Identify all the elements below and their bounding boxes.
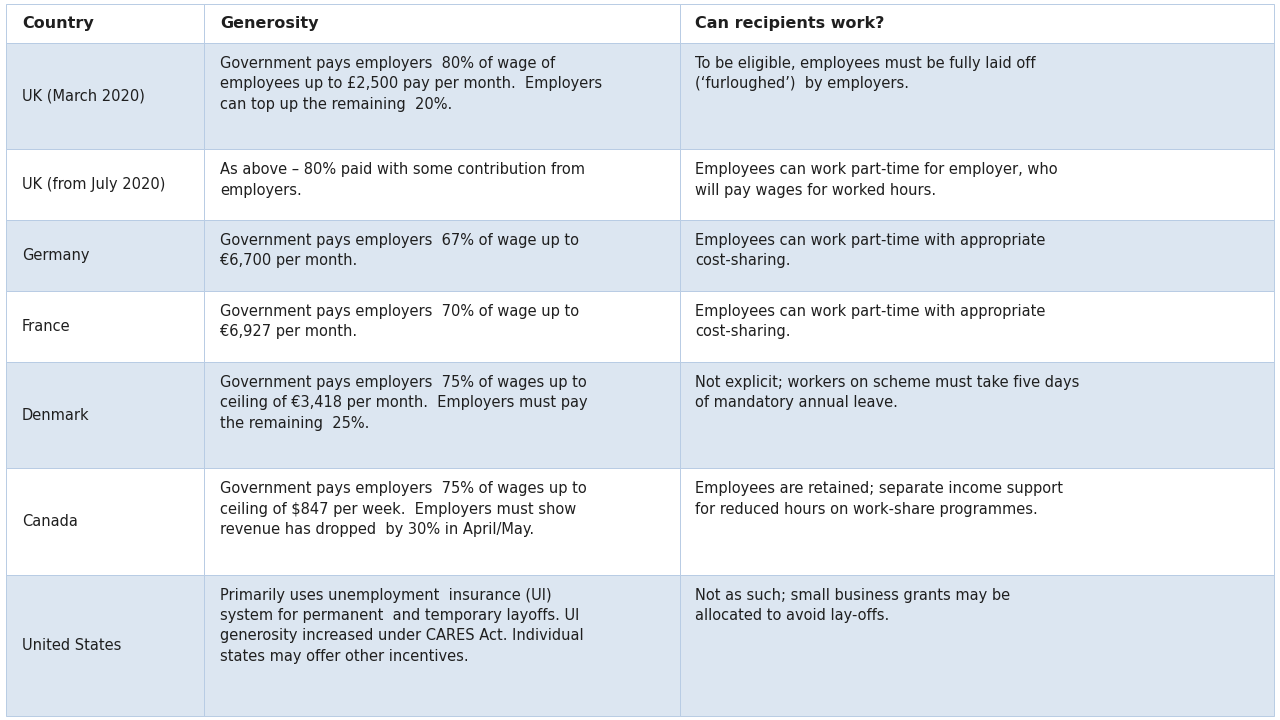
- Bar: [680, 362, 1274, 468]
- Text: UK (March 2020): UK (March 2020): [22, 89, 145, 104]
- Text: Government pays employers  80% of wage of
employees up to £2,500 pay per month. : Government pays employers 80% of wage of…: [220, 55, 602, 112]
- Text: Denmark: Denmark: [22, 408, 90, 423]
- Text: Employees can work part-time with appropriate
cost-sharing.: Employees can work part-time with approp…: [695, 233, 1046, 269]
- Bar: [6, 4, 205, 42]
- Bar: [205, 362, 680, 468]
- Text: To be eligible, employees must be fully laid off
(‘furloughed’)  by employers.: To be eligible, employees must be fully …: [695, 55, 1036, 91]
- Text: Government pays employers  67% of wage up to
€6,700 per month.: Government pays employers 67% of wage up…: [220, 233, 579, 269]
- Bar: [205, 468, 680, 575]
- Text: UK (from July 2020): UK (from July 2020): [22, 177, 165, 192]
- Text: Country: Country: [22, 16, 93, 31]
- Bar: [205, 575, 680, 716]
- Bar: [680, 291, 1274, 362]
- Bar: [6, 468, 205, 575]
- Text: Can recipients work?: Can recipients work?: [695, 16, 884, 31]
- Text: Generosity: Generosity: [220, 16, 319, 31]
- Bar: [205, 42, 680, 149]
- Bar: [680, 149, 1274, 220]
- Bar: [6, 291, 205, 362]
- Text: Employees can work part-time for employer, who
will pay wages for worked hours.: Employees can work part-time for employe…: [695, 162, 1057, 197]
- Bar: [205, 4, 680, 42]
- Bar: [6, 220, 205, 291]
- Text: Canada: Canada: [22, 514, 78, 529]
- Bar: [205, 291, 680, 362]
- Text: Not as such; small business grants may be
allocated to avoid lay-offs.: Not as such; small business grants may b…: [695, 588, 1010, 623]
- Text: Government pays employers  75% of wages up to
ceiling of $847 per week.  Employe: Government pays employers 75% of wages u…: [220, 481, 586, 537]
- Bar: [205, 220, 680, 291]
- Text: Germany: Germany: [22, 248, 90, 263]
- Bar: [6, 575, 205, 716]
- Text: As above – 80% paid with some contribution from
employers.: As above – 80% paid with some contributi…: [220, 162, 585, 197]
- Text: Government pays employers  70% of wage up to
€6,927 per month.: Government pays employers 70% of wage up…: [220, 304, 579, 339]
- Bar: [205, 149, 680, 220]
- Bar: [680, 42, 1274, 149]
- Bar: [680, 220, 1274, 291]
- Bar: [680, 4, 1274, 42]
- Bar: [6, 149, 205, 220]
- Text: Not explicit; workers on scheme must take five days
of mandatory annual leave.: Not explicit; workers on scheme must tak…: [695, 375, 1079, 410]
- Text: Government pays employers  75% of wages up to
ceiling of €3,418 per month.  Empl: Government pays employers 75% of wages u…: [220, 375, 588, 431]
- Text: Primarily uses unemployment  insurance (UI)
system for permanent  and temporary : Primarily uses unemployment insurance (U…: [220, 588, 584, 664]
- Text: France: France: [22, 319, 70, 334]
- Text: Employees are retained; separate income support
for reduced hours on work-share : Employees are retained; separate income …: [695, 481, 1062, 516]
- Bar: [6, 42, 205, 149]
- Bar: [6, 362, 205, 468]
- Bar: [680, 468, 1274, 575]
- Bar: [680, 575, 1274, 716]
- Text: Employees can work part-time with appropriate
cost-sharing.: Employees can work part-time with approp…: [695, 304, 1046, 339]
- Text: United States: United States: [22, 638, 122, 653]
